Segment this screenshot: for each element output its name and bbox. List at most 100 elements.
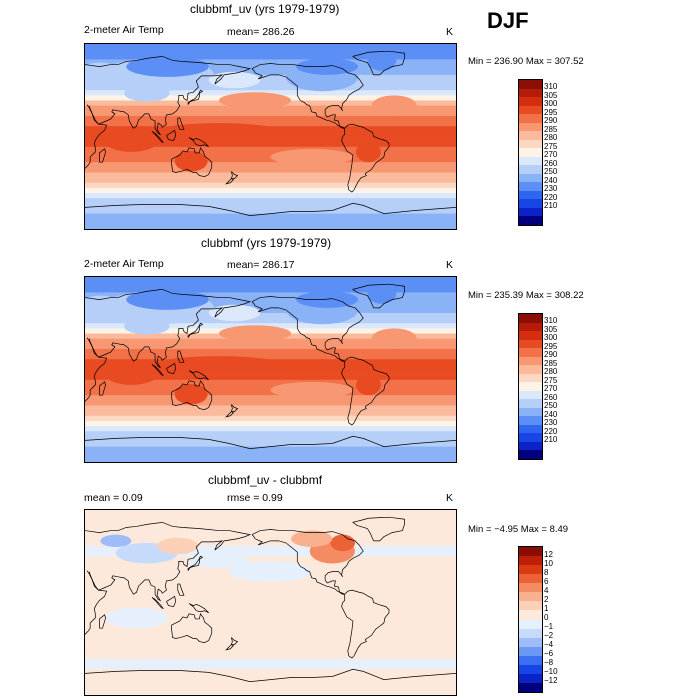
- field-band: [85, 410, 456, 417]
- colorbar-swatch: [519, 356, 542, 366]
- colorbar-swatch: [519, 97, 542, 106]
- colorbar-swatch: [519, 339, 542, 349]
- field-band: [85, 420, 456, 427]
- coastline: [85, 288, 252, 369]
- coastline: [225, 644, 235, 651]
- field-anomaly: [367, 50, 397, 71]
- field-band: [85, 530, 456, 537]
- coastline: [352, 516, 405, 542]
- panel1-title: clubbmf_uv (yrs 1979-1979): [190, 2, 340, 16]
- field-band: [85, 177, 456, 184]
- panel3-mean-label: mean = 0.09: [84, 492, 143, 504]
- field-band: [85, 208, 456, 214]
- field-band: [85, 203, 456, 209]
- field-anomaly: [157, 537, 199, 555]
- colorbar-swatch: [519, 610, 542, 620]
- panel2-map: [84, 276, 457, 463]
- coastline: [341, 589, 390, 659]
- field-band: [85, 287, 456, 293]
- field-band: [85, 520, 456, 526]
- colorbar-swatch: [519, 314, 542, 323]
- colorbar-swatch: [519, 322, 542, 332]
- colorbar-swatch: [519, 88, 542, 98]
- field-band: [85, 115, 456, 122]
- colorbar-swatch: [519, 619, 542, 629]
- colorbar-tick-label: −12: [544, 676, 558, 686]
- coastline: [188, 137, 209, 148]
- field-band: [85, 446, 456, 453]
- field-band: [85, 384, 456, 391]
- field-band: [85, 545, 456, 552]
- colorbar-tick-label: 290: [544, 116, 558, 126]
- colorbar-swatch: [519, 331, 542, 340]
- colorbar-swatch: [519, 382, 542, 391]
- colorbar-swatch: [519, 565, 542, 575]
- coastline: [187, 555, 204, 571]
- colorbar-tick-label: 305: [544, 324, 558, 334]
- colorbar-tick-label: 2: [544, 594, 549, 604]
- colorbar-swatch: [519, 105, 542, 115]
- colorbar-tick-label: 305: [544, 90, 558, 100]
- coastline: [230, 171, 239, 179]
- field-anomaly: [174, 150, 208, 172]
- colorbar-tick-label: 295: [544, 107, 558, 117]
- field-band: [85, 415, 456, 422]
- field-band: [85, 110, 456, 117]
- coastline: [166, 595, 177, 608]
- field-anomaly: [356, 141, 381, 163]
- field-band: [85, 193, 456, 199]
- field-anomaly: [126, 56, 209, 77]
- colorbar-tick-label: 260: [544, 158, 558, 168]
- field-anomaly: [270, 640, 374, 657]
- colorbar-tick-label: 220: [544, 426, 558, 436]
- coastline: [166, 362, 177, 375]
- field-anomaly: [371, 95, 417, 116]
- panel2-map-svg: [85, 277, 456, 462]
- field-band: [85, 535, 456, 542]
- field-band: [85, 664, 456, 670]
- coastline: [171, 146, 213, 177]
- colorbar-tick-label: 220: [544, 192, 558, 202]
- field-band: [85, 653, 456, 660]
- field-band: [85, 187, 456, 194]
- colorbar-swatch: [519, 365, 542, 374]
- colorbar-swatch: [519, 216, 542, 225]
- coastline: [85, 668, 456, 683]
- colorbar-tick-label: 6: [544, 576, 549, 586]
- field-band: [85, 638, 456, 644]
- colorbar-swatch: [519, 664, 542, 674]
- field-band: [85, 79, 456, 86]
- colorbar-swatch: [519, 601, 542, 611]
- field-band: [85, 374, 456, 381]
- colorbar-swatch: [519, 139, 542, 149]
- colorbar-tick-label: 270: [544, 150, 558, 160]
- field-anomaly: [100, 534, 132, 547]
- coastline: [85, 104, 108, 169]
- colorbar-swatch: [519, 207, 542, 217]
- field-band: [85, 49, 456, 55]
- field-band: [85, 318, 456, 324]
- panel2-colorbar: [518, 313, 543, 460]
- field-band: [85, 592, 456, 598]
- colorbar-tick-label: 260: [544, 392, 558, 402]
- panel1-map-svg: [85, 44, 456, 229]
- field-anomaly: [85, 62, 122, 84]
- field-band: [85, 59, 456, 65]
- panel3-map: [84, 509, 457, 696]
- panel3-map-svg: [85, 510, 456, 695]
- panel1-map: [84, 43, 457, 230]
- coastline: [341, 356, 390, 426]
- coastline: [177, 350, 185, 363]
- colorbar-swatch: [519, 592, 542, 602]
- field-band: [85, 674, 456, 680]
- field-band: [85, 218, 456, 225]
- field-band: [85, 369, 456, 375]
- field-band: [85, 659, 456, 665]
- colorbar-swatch: [519, 173, 542, 183]
- panel2-variable-label: 2-meter Air Temp: [84, 258, 164, 270]
- colorbar-tick-label: 210: [544, 435, 558, 445]
- field-band: [85, 64, 456, 71]
- field-band: [85, 354, 456, 360]
- field-band: [85, 167, 456, 173]
- colorbar-tick-label: −6: [544, 649, 554, 659]
